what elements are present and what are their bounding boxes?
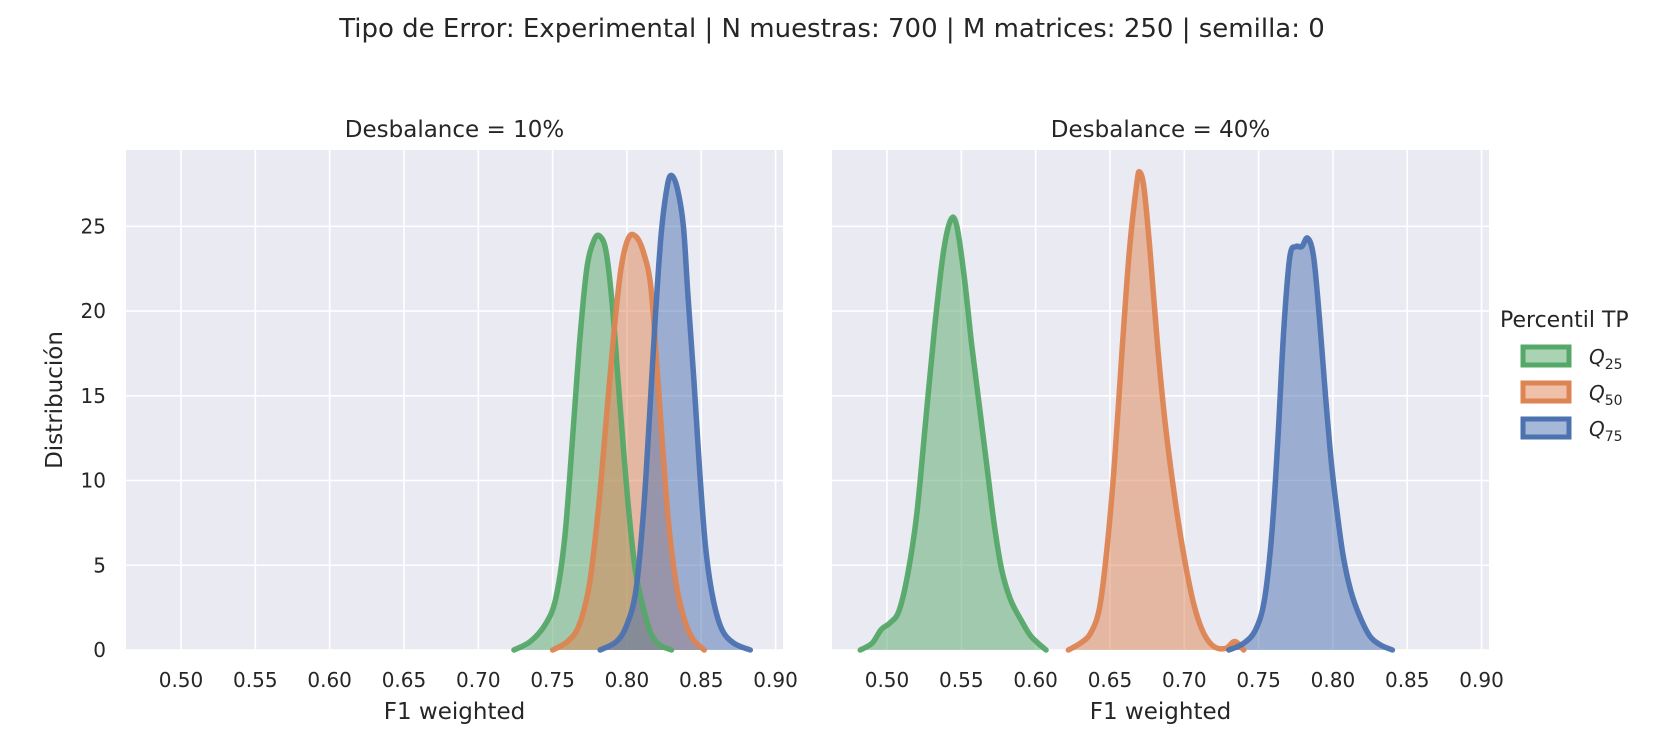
legend-label: Q25 bbox=[1589, 345, 1623, 373]
y-tick-label: 5 bbox=[93, 553, 106, 577]
panel-title: Desbalance = 10% bbox=[345, 117, 564, 143]
x-tick-label: 0.60 bbox=[307, 668, 352, 692]
legend-item-q50: Q50 bbox=[1520, 380, 1623, 409]
x-tick-label: 0.65 bbox=[1088, 668, 1133, 692]
figure-title: Tipo de Error: Experimental | N muestras… bbox=[338, 14, 1325, 44]
y-tick-label: 10 bbox=[81, 469, 106, 493]
panel-desbalance-40: 0.50 0.55 0.60 0.65 0.70 0.75 0.80 0.85 0.90 Desb… bbox=[832, 117, 1504, 725]
legend: Percentil TP Q25 Q50 Q75 bbox=[1500, 308, 1629, 445]
x-tick-label: 0.90 bbox=[753, 668, 798, 692]
density-fill-q75 bbox=[600, 175, 751, 650]
x-axis-label: F1 weighted bbox=[384, 699, 525, 725]
x-tick-label: 0.55 bbox=[233, 668, 278, 692]
density-line-q25 bbox=[857, 214, 1049, 653]
x-tick-label: 0.70 bbox=[456, 668, 501, 692]
density-line-q75 bbox=[597, 172, 754, 653]
x-tick-label: 0.80 bbox=[1311, 668, 1356, 692]
x-tick-label: 0.65 bbox=[382, 668, 427, 692]
legend-label: Q75 bbox=[1589, 417, 1623, 445]
density-line-q25 bbox=[511, 232, 675, 653]
density-line-q50 bbox=[1065, 168, 1247, 653]
x-axis-label: F1 weighted bbox=[1090, 699, 1231, 725]
density-fill-q25 bbox=[860, 217, 1047, 650]
density-fill-q50 bbox=[1068, 171, 1244, 650]
x-tick-label: 0.55 bbox=[939, 668, 984, 692]
legend-swatch bbox=[1520, 380, 1572, 404]
x-tick-label: 0.70 bbox=[1162, 668, 1207, 692]
x-tick-label: 0.80 bbox=[605, 668, 650, 692]
x-tick-label: 0.75 bbox=[530, 668, 575, 692]
x-tick-label: 0.90 bbox=[1459, 668, 1504, 692]
x-tick-label: 0.85 bbox=[679, 668, 724, 692]
legend-item-q25: Q25 bbox=[1520, 344, 1623, 373]
y-tick-label: 20 bbox=[81, 299, 106, 323]
legend-label: Q50 bbox=[1589, 381, 1623, 409]
legend-item-q75: Q75 bbox=[1520, 416, 1623, 445]
legend-swatch bbox=[1520, 344, 1572, 368]
x-tick-label: 0.50 bbox=[865, 668, 910, 692]
y-tick-label: 15 bbox=[81, 384, 106, 408]
legend-swatch bbox=[1520, 416, 1572, 440]
panel-desbalance-10: 0.50 0.55 0.60 0.65 0.70 0.75 0.80 0.85 0.90 0 5 10… bbox=[42, 117, 798, 725]
density-line-q75 bbox=[1226, 235, 1396, 653]
x-tick-label: 0.60 bbox=[1013, 668, 1058, 692]
y-axis-label: Distribución bbox=[42, 331, 68, 469]
density-fill-q75 bbox=[1228, 237, 1393, 651]
y-tick-label: 0 bbox=[93, 638, 106, 662]
x-tick-label: 0.85 bbox=[1385, 668, 1430, 692]
y-tick-label: 25 bbox=[81, 214, 106, 238]
x-tick-label: 0.75 bbox=[1236, 668, 1281, 692]
panel-title: Desbalance = 40% bbox=[1051, 117, 1270, 143]
density-line-q50 bbox=[549, 231, 707, 653]
x-tick-label: 0.50 bbox=[159, 668, 204, 692]
legend-title: Percentil TP bbox=[1500, 308, 1629, 333]
